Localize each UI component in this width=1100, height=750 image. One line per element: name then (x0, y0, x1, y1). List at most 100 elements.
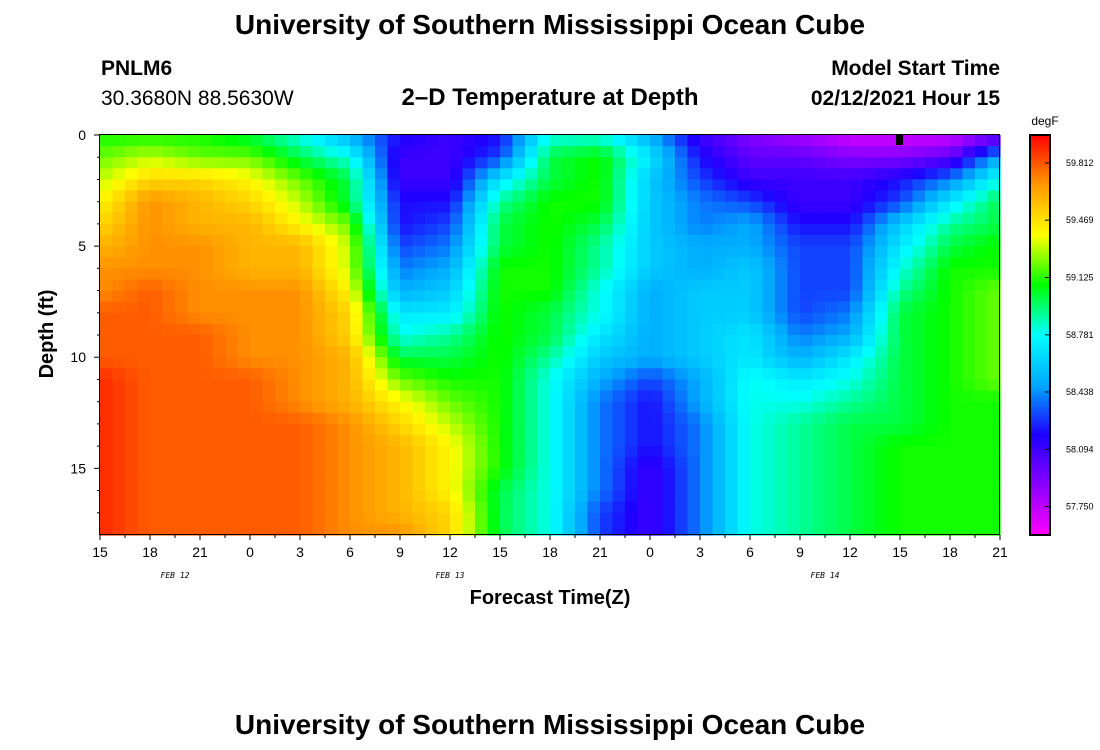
heatmap-cell (187, 479, 201, 492)
heatmap-cell (512, 257, 526, 269)
heatmap-cell (737, 179, 751, 192)
heatmap-cell (887, 257, 901, 269)
heatmap-cell (850, 390, 864, 403)
heatmap-cell (250, 179, 264, 192)
heatmap-cell (700, 301, 714, 314)
heatmap-cell (612, 457, 626, 469)
heatmap-cell (337, 523, 351, 536)
heatmap-cell (675, 346, 689, 358)
heatmap-cell (437, 146, 451, 158)
heatmap-cell (825, 135, 839, 147)
heatmap-cell (875, 512, 889, 525)
heatmap-cell (750, 323, 764, 336)
heatmap-cell (662, 368, 676, 381)
heatmap-cell (987, 212, 1001, 225)
heatmap-cell (925, 279, 939, 292)
heatmap-cell (637, 168, 651, 181)
heatmap-cell (912, 446, 926, 458)
heatmap-cell (175, 423, 189, 436)
heatmap-cell (750, 246, 764, 258)
heatmap-cell (137, 301, 151, 314)
heatmap-cell (900, 368, 914, 381)
heatmap-cell (137, 435, 151, 447)
heatmap-cell (412, 157, 426, 169)
heatmap-cell (112, 346, 126, 358)
heatmap-cell (975, 179, 989, 192)
heatmap-cell (837, 379, 851, 392)
heatmap-cell (200, 157, 214, 169)
heatmap-cell (137, 501, 151, 514)
heatmap-cell (187, 268, 201, 281)
heatmap-cell (112, 490, 126, 503)
heatmap-cell (412, 335, 426, 347)
heatmap-cell (662, 268, 676, 281)
heatmap-cell (237, 323, 251, 336)
colorbar-tick-label: 59.469 (1066, 215, 1094, 225)
heatmap-cell (100, 201, 114, 214)
heatmap-cell (525, 390, 539, 403)
heatmap-cell (125, 468, 139, 481)
heatmap-cell (487, 379, 501, 392)
heatmap-cell (337, 190, 351, 203)
heatmap-cell (662, 412, 676, 425)
heatmap-cell (287, 201, 301, 214)
heatmap-cell (262, 179, 276, 192)
heatmap-cell (662, 512, 676, 525)
heatmap-cell (412, 268, 426, 281)
heatmap-cell (337, 257, 351, 269)
heatmap-cell (262, 246, 276, 258)
heatmap-cell (350, 401, 364, 414)
heatmap-cell (250, 190, 264, 203)
heatmap-cell (987, 401, 1001, 414)
heatmap-cell (750, 168, 764, 181)
heatmap-cell (775, 201, 789, 214)
heatmap-cell (937, 246, 951, 258)
heatmap-cell (500, 235, 514, 247)
heatmap-cell (200, 457, 214, 469)
heatmap-cell (675, 335, 689, 347)
heatmap-cell (962, 268, 976, 281)
heatmap-cell (950, 190, 964, 203)
heatmap-cell (975, 523, 989, 536)
heatmap-cell (562, 168, 576, 181)
heatmap-cell (787, 446, 801, 458)
heatmap-cell (450, 235, 464, 247)
heatmap-cell (100, 368, 114, 381)
heatmap-cell (975, 279, 989, 292)
heatmap-cell (425, 412, 439, 425)
heatmap-cell (475, 279, 489, 292)
heatmap-cell (412, 379, 426, 392)
heatmap-cell (425, 446, 439, 458)
heatmap-cell (225, 146, 239, 158)
heatmap-cell (300, 501, 314, 514)
heatmap-cell (975, 412, 989, 425)
heatmap-cell (100, 312, 114, 325)
heatmap-cell (475, 201, 489, 214)
heatmap-cell (312, 446, 326, 458)
heatmap-cell (375, 335, 389, 347)
heatmap-cell (287, 135, 301, 147)
heatmap-cell (800, 146, 814, 158)
heatmap-cell (625, 468, 639, 481)
heatmap-cell (325, 246, 339, 258)
heatmap-cell (775, 168, 789, 181)
heatmap-cell (562, 212, 576, 225)
heatmap-cell (175, 335, 189, 347)
heatmap-cell (350, 179, 364, 192)
heatmap-cell (950, 335, 964, 347)
heatmap-cell (737, 290, 751, 303)
heatmap-cell (250, 279, 264, 292)
x-tick-label: 3 (296, 544, 304, 560)
heatmap-cell (350, 268, 364, 281)
heatmap-cell (862, 179, 876, 192)
heatmap-cell (225, 446, 239, 458)
heatmap-cell (587, 246, 601, 258)
heatmap-cell (175, 357, 189, 369)
heatmap-cell (912, 168, 926, 181)
plot-title: 2–D Temperature at Depth (401, 84, 699, 111)
heatmap-cell (212, 157, 226, 169)
heatmap-cell (875, 246, 889, 258)
heatmap-cell (975, 190, 989, 203)
heatmap-cell (625, 379, 639, 392)
heatmap-cell (125, 146, 139, 158)
